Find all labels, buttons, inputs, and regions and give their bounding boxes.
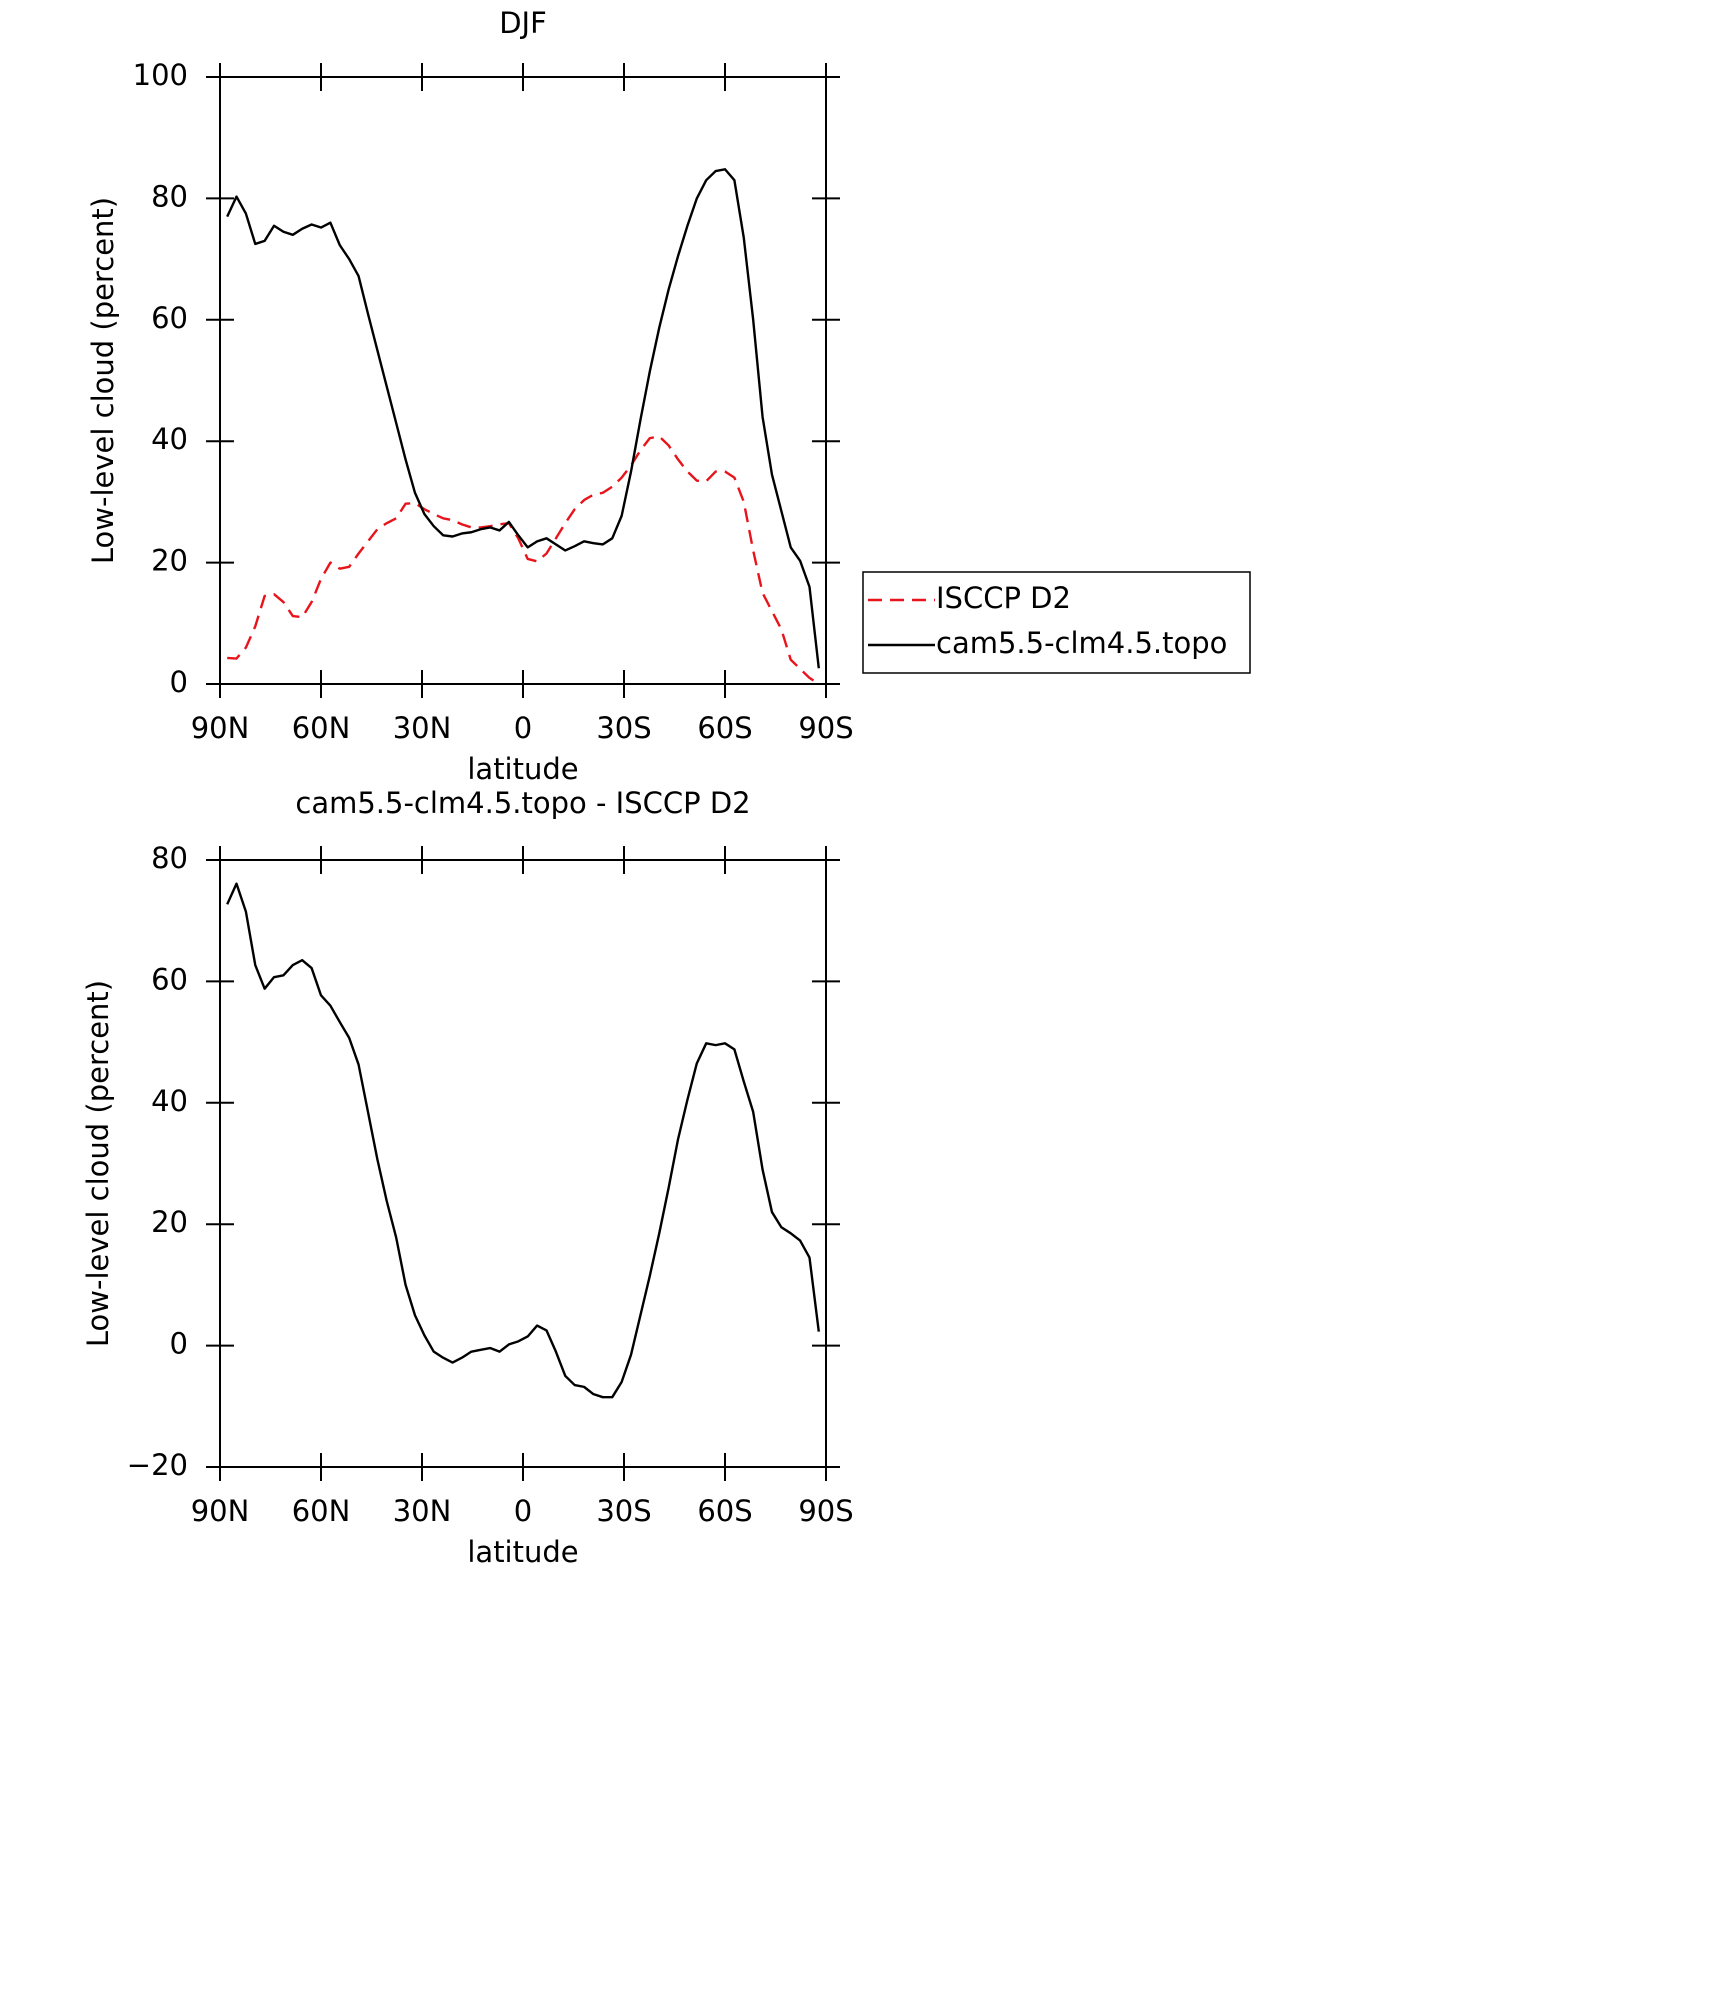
x-tick-label: 30S [596,1494,651,1528]
y-tick-label: 20 [151,544,188,578]
x-tick-label: 30N [393,1494,452,1528]
x-axis-label: latitude [467,752,578,786]
data-line [226,168,820,669]
x-tick-label: 90N [191,1494,250,1528]
chart-title: DJF [499,6,547,40]
x-tick-label: 60N [292,1494,351,1528]
plot-frame [219,859,827,1468]
y-tick-label: −20 [127,1448,188,1482]
y-tick-label: 40 [151,1084,188,1118]
y-tick-label: 0 [170,1327,188,1361]
chart-title: cam5.5-clm4.5.topo - ISCCP D2 [295,786,750,820]
legend-label: cam5.5-clm4.5.topo [936,626,1227,660]
data-line [227,435,820,686]
y-tick-label: 60 [151,301,188,335]
x-tick-label: 30S [596,711,651,745]
x-tick-label: 90S [798,711,853,745]
x-tick-label: 90N [191,711,250,745]
x-tick-label: 30N [393,711,452,745]
legend-box [862,571,1251,674]
x-tick-label: 60S [697,1494,752,1528]
y-tick-label: 60 [151,962,188,996]
y-tick-label: 0 [170,665,188,699]
y-tick-label: 80 [151,179,188,213]
plot-frame [219,76,827,685]
y-axis-label: Low-level cloud (percent) [86,197,120,564]
x-tick-label: 0 [514,1494,532,1528]
y-tick-label: 20 [151,1205,188,1239]
data-line [226,882,820,1399]
x-tick-label: 90S [798,1494,853,1528]
x-tick-label: 60S [697,711,752,745]
x-tick-label: 60N [292,711,351,745]
y-axis-label: Low-level cloud (percent) [81,980,115,1347]
y-tick-label: 80 [151,841,188,875]
y-tick-label: 100 [133,58,188,92]
x-axis-label: latitude [467,1535,578,1569]
legend-label: ISCCP D2 [936,581,1071,615]
y-tick-label: 40 [151,422,188,456]
x-tick-label: 0 [514,711,532,745]
